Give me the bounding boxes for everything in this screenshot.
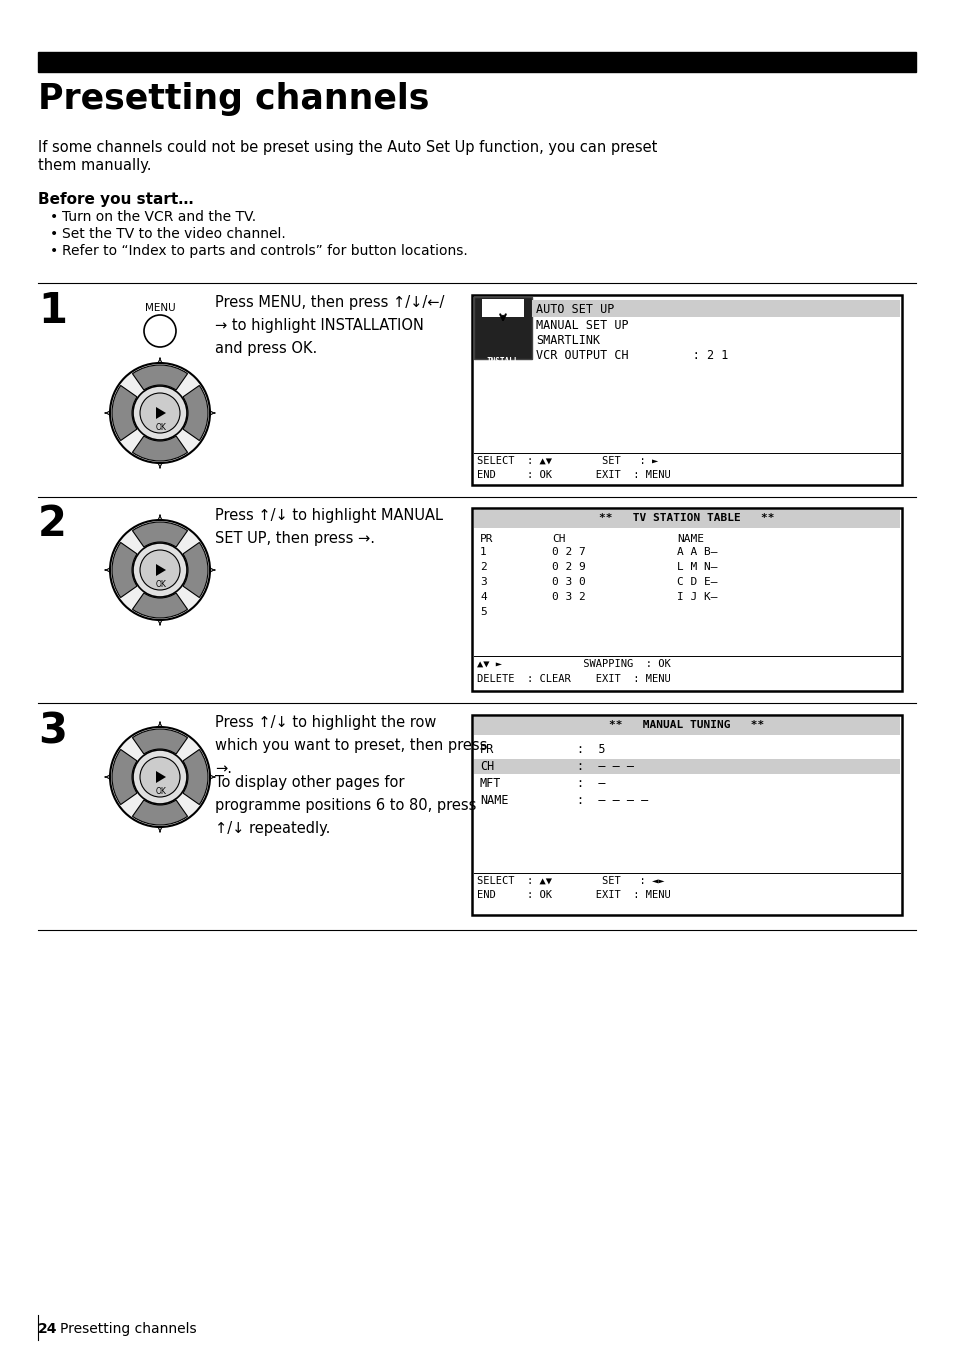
Bar <box>38 51 915 72</box>
Text: I J K–: I J K– <box>677 592 717 602</box>
Wedge shape <box>112 385 137 441</box>
Text: 1: 1 <box>479 548 486 557</box>
Bar <box>474 717 899 735</box>
Text: 2: 2 <box>479 562 486 572</box>
Text: Presetting channels: Presetting channels <box>38 82 429 116</box>
Wedge shape <box>132 594 188 618</box>
Bar <box>472 715 901 915</box>
Text: 2: 2 <box>38 503 67 545</box>
Circle shape <box>144 315 175 347</box>
Circle shape <box>110 521 210 621</box>
Text: :  – – – –: : – – – – <box>577 794 648 807</box>
Bar <box>532 300 899 316</box>
Wedge shape <box>112 542 137 598</box>
Text: :  – – –: : – – – <box>577 760 634 773</box>
Text: 3: 3 <box>38 710 67 752</box>
Text: 0 3 0: 0 3 0 <box>552 577 585 587</box>
Text: SELECT  : ▲▼        SET   : ►: SELECT : ▲▼ SET : ► <box>476 456 658 466</box>
Text: 3: 3 <box>479 577 486 587</box>
Polygon shape <box>156 407 166 419</box>
Text: Before you start…: Before you start… <box>38 192 193 207</box>
Text: Refer to “Index to parts and controls” for button locations.: Refer to “Index to parts and controls” f… <box>62 243 467 258</box>
Text: 0 2 9: 0 2 9 <box>552 562 585 572</box>
Text: END     : OK       EXIT  : MENU: END : OK EXIT : MENU <box>476 890 670 900</box>
Wedge shape <box>112 749 137 804</box>
Text: Press MENU, then press ↑/↓/←/
→ to highlight INSTALLATION
and press OK.: Press MENU, then press ↑/↓/←/ → to highl… <box>214 295 444 356</box>
Wedge shape <box>132 729 188 754</box>
Text: PR: PR <box>479 534 493 544</box>
Text: Press ↑/↓ to highlight the row
which you want to preset, then press
→.: Press ↑/↓ to highlight the row which you… <box>214 715 487 776</box>
Text: Turn on the VCR and the TV.: Turn on the VCR and the TV. <box>62 210 255 224</box>
Text: **   MANUAL TUNING   **: ** MANUAL TUNING ** <box>609 721 763 730</box>
Text: **   TV STATION TABLE   **: ** TV STATION TABLE ** <box>598 512 774 523</box>
Bar <box>481 299 523 316</box>
Text: L M N–: L M N– <box>677 562 717 572</box>
Circle shape <box>140 550 180 589</box>
Bar <box>474 297 532 360</box>
Text: To display other pages for
programme positions 6 to 80, press
↑/↓ repeatedly.: To display other pages for programme pos… <box>214 775 476 836</box>
Text: Set the TV to the video channel.: Set the TV to the video channel. <box>62 227 286 241</box>
Bar <box>474 758 899 773</box>
Text: C D E–: C D E– <box>677 577 717 587</box>
Text: SMARTLINK: SMARTLINK <box>536 334 599 347</box>
Text: •: • <box>50 210 58 224</box>
Text: 1: 1 <box>38 289 67 333</box>
Text: MANUAL SET UP: MANUAL SET UP <box>536 319 628 333</box>
Text: OK: OK <box>155 423 166 433</box>
Text: :  5: : 5 <box>577 744 605 756</box>
Text: 5: 5 <box>479 607 486 617</box>
Circle shape <box>132 387 187 439</box>
Text: Press ↑/↓ to highlight MANUAL
SET UP, then press →.: Press ↑/↓ to highlight MANUAL SET UP, th… <box>214 508 442 546</box>
Bar <box>474 510 899 529</box>
Text: A A B–: A A B– <box>677 548 717 557</box>
Text: Presetting channels: Presetting channels <box>60 1322 196 1336</box>
Text: them manually.: them manually. <box>38 158 152 173</box>
Wedge shape <box>132 800 188 825</box>
Text: •: • <box>50 227 58 241</box>
Circle shape <box>132 750 187 804</box>
Wedge shape <box>183 749 208 804</box>
Bar <box>472 295 901 485</box>
Text: 0 2 7: 0 2 7 <box>552 548 585 557</box>
Bar <box>472 508 901 691</box>
Wedge shape <box>183 542 208 598</box>
Text: 24: 24 <box>38 1322 57 1336</box>
Text: •: • <box>50 243 58 258</box>
Wedge shape <box>132 522 188 548</box>
Wedge shape <box>132 365 188 391</box>
Text: DELETE  : CLEAR    EXIT  : MENU: DELETE : CLEAR EXIT : MENU <box>476 675 670 684</box>
Text: CH: CH <box>552 534 565 544</box>
Circle shape <box>110 362 210 462</box>
Text: :  –: : – <box>577 777 605 790</box>
Text: MFT: MFT <box>479 777 501 790</box>
Circle shape <box>110 727 210 827</box>
Text: CH: CH <box>479 760 494 773</box>
Circle shape <box>132 544 187 598</box>
Text: MENU: MENU <box>145 303 175 314</box>
Text: AUTO SET UP: AUTO SET UP <box>536 303 614 316</box>
Text: END     : OK       EXIT  : MENU: END : OK EXIT : MENU <box>476 470 670 480</box>
Text: OK: OK <box>155 580 166 589</box>
Text: If some channels could not be preset using the Auto Set Up function, you can pre: If some channels could not be preset usi… <box>38 141 657 155</box>
Circle shape <box>140 393 180 433</box>
Text: SELECT  : ▲▼        SET   : ◄►: SELECT : ▲▼ SET : ◄► <box>476 876 664 886</box>
Text: VCR OUTPUT CH         : 2 1: VCR OUTPUT CH : 2 1 <box>536 349 727 362</box>
Text: 4: 4 <box>479 592 486 602</box>
Text: INSTALL: INSTALL <box>486 357 518 366</box>
Text: PR: PR <box>479 744 494 756</box>
Wedge shape <box>183 385 208 441</box>
Text: NAME: NAME <box>677 534 703 544</box>
Polygon shape <box>156 771 166 783</box>
Text: ▲▼ ►             SWAPPING  : OK: ▲▼ ► SWAPPING : OK <box>476 658 670 669</box>
Circle shape <box>140 757 180 796</box>
Text: 0 3 2: 0 3 2 <box>552 592 585 602</box>
Text: OK: OK <box>155 787 166 796</box>
Wedge shape <box>132 435 188 461</box>
Text: NAME: NAME <box>479 794 508 807</box>
Polygon shape <box>156 564 166 576</box>
